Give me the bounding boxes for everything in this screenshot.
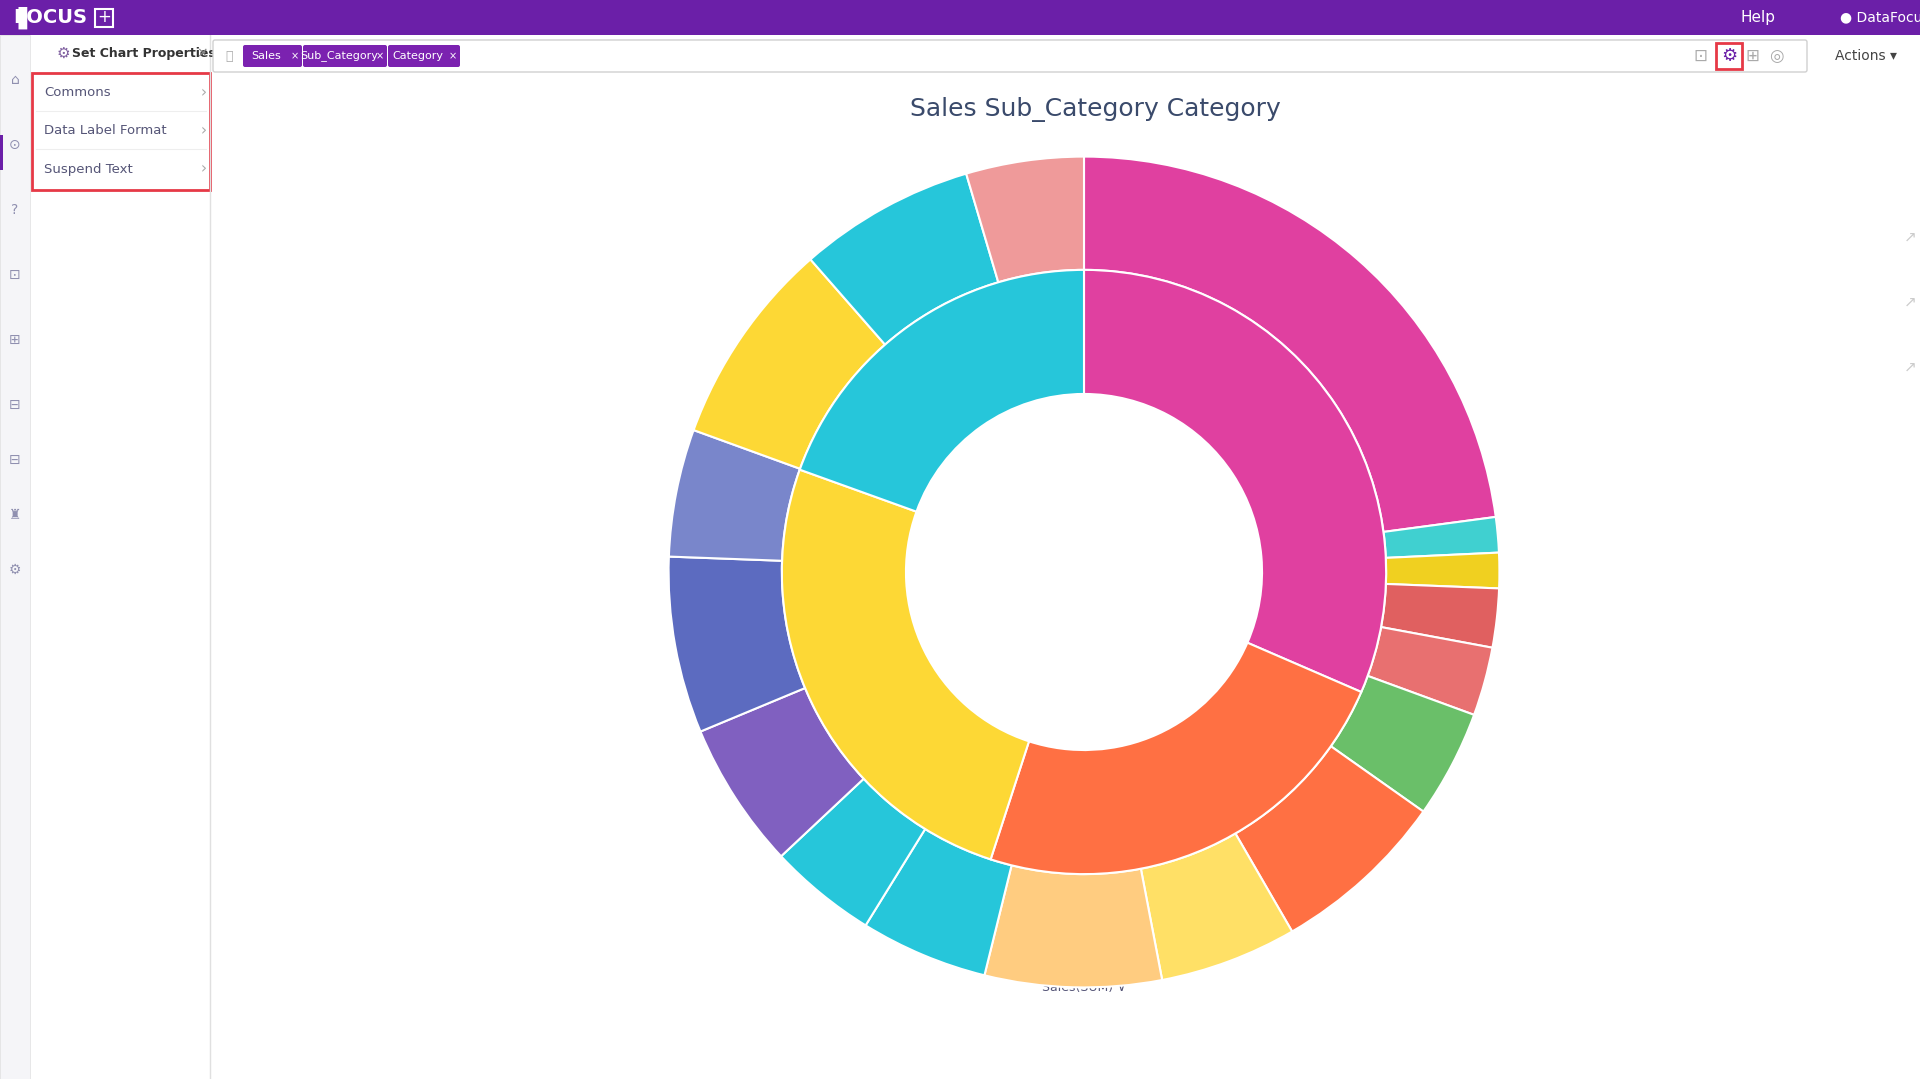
Bar <box>0 35 31 1079</box>
Wedge shape <box>668 557 804 732</box>
FancyBboxPatch shape <box>244 45 301 67</box>
FancyBboxPatch shape <box>303 45 388 67</box>
Text: Commons: Commons <box>44 86 111 99</box>
Wedge shape <box>1384 517 1500 558</box>
Text: Set Chart Properties: Set Chart Properties <box>73 46 215 59</box>
Wedge shape <box>781 469 1029 859</box>
Wedge shape <box>1331 675 1475 811</box>
Text: ⊞: ⊞ <box>10 333 21 347</box>
Text: ↗: ↗ <box>1903 230 1916 245</box>
Wedge shape <box>1085 156 1496 532</box>
FancyBboxPatch shape <box>388 45 461 67</box>
Text: ⊟: ⊟ <box>10 398 21 412</box>
Wedge shape <box>693 259 885 468</box>
Text: ▐: ▐ <box>10 6 27 29</box>
Text: ⊡: ⊡ <box>10 268 21 282</box>
Bar <box>0 0 1920 35</box>
Wedge shape <box>1386 552 1500 588</box>
Text: FOCUS: FOCUS <box>13 8 86 27</box>
Text: ×: × <box>196 46 207 60</box>
Wedge shape <box>668 431 801 561</box>
Text: ›: › <box>202 123 207 138</box>
Text: ◎: ◎ <box>1768 47 1784 65</box>
Text: ×: × <box>292 51 300 62</box>
Bar <box>33 73 209 190</box>
Wedge shape <box>1380 584 1500 647</box>
Text: ?: ? <box>12 203 19 217</box>
Bar <box>0 135 4 170</box>
Text: ♜: ♜ <box>10 508 21 522</box>
Text: ×: × <box>376 51 384 62</box>
Wedge shape <box>985 865 1162 987</box>
Text: ⊞: ⊞ <box>1745 47 1759 65</box>
Wedge shape <box>991 643 1361 874</box>
Wedge shape <box>781 779 925 926</box>
Text: Sales Sub_Category Category: Sales Sub_Category Category <box>910 97 1281 123</box>
Wedge shape <box>1140 833 1292 980</box>
Text: 🔍: 🔍 <box>225 50 232 63</box>
Text: ⌂: ⌂ <box>12 73 19 87</box>
Text: Category: Category <box>392 51 444 62</box>
Wedge shape <box>1085 270 1386 692</box>
Wedge shape <box>1367 627 1492 715</box>
Text: ⚙: ⚙ <box>10 563 21 577</box>
Text: ›: › <box>202 85 207 100</box>
Wedge shape <box>866 829 1012 975</box>
Bar <box>33 37 209 190</box>
Circle shape <box>906 395 1261 749</box>
Text: ×: × <box>449 51 457 62</box>
Text: Sales(SUM) ∨: Sales(SUM) ∨ <box>1043 981 1127 994</box>
Text: ↗: ↗ <box>1903 295 1916 310</box>
Wedge shape <box>810 174 998 344</box>
Wedge shape <box>801 270 1085 511</box>
Text: Sub_Category ∨    Category ∨: Sub_Category ∨ Category ∨ <box>991 965 1177 978</box>
Text: Help: Help <box>1740 10 1774 25</box>
FancyBboxPatch shape <box>213 40 1807 72</box>
Text: ›: › <box>202 162 207 177</box>
Wedge shape <box>966 156 1085 283</box>
Text: ⚙: ⚙ <box>1720 47 1738 65</box>
Text: ⊡: ⊡ <box>1693 47 1707 65</box>
Text: Suspend Text: Suspend Text <box>44 163 132 176</box>
Text: Data Label Format: Data Label Format <box>44 124 167 137</box>
Text: Sub_Category: Sub_Category <box>300 51 378 62</box>
Text: ● DataFocus ▾: ● DataFocus ▾ <box>1839 11 1920 25</box>
Wedge shape <box>701 688 864 857</box>
Text: Actions ▾: Actions ▾ <box>1836 49 1897 63</box>
Text: ↗: ↗ <box>1903 359 1916 374</box>
Text: ⚙: ⚙ <box>58 45 71 60</box>
Text: ⊟: ⊟ <box>10 453 21 467</box>
FancyBboxPatch shape <box>1716 43 1741 69</box>
Text: Sales: Sales <box>252 51 282 62</box>
Text: ⊙: ⊙ <box>10 138 21 152</box>
Text: +: + <box>98 9 111 27</box>
Wedge shape <box>1235 747 1423 931</box>
